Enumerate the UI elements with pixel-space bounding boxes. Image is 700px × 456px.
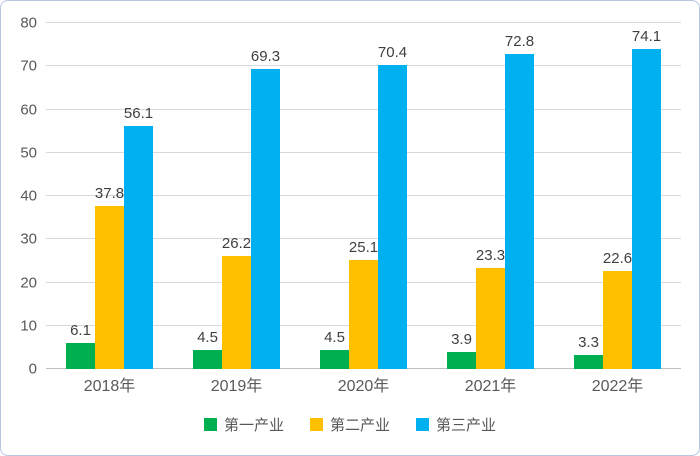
x-tick-label: 2021年 xyxy=(464,378,517,395)
data-label: 70.4 xyxy=(377,43,408,61)
y-tick-label: 50 xyxy=(20,144,37,162)
x-axis: 2018年 2019年 2020年 2021年 2022年 xyxy=(46,377,681,396)
bar-第二产业-2021年[interactable]: 23.3 xyxy=(476,248,505,369)
data-label: 56.1 xyxy=(123,105,154,123)
data-label: 74.1 xyxy=(631,27,662,45)
y-tick-label: 30 xyxy=(20,230,37,248)
gridline xyxy=(46,108,681,110)
y-tick-label: 20 xyxy=(20,274,37,291)
x-tick-label: 2019年 xyxy=(210,378,263,395)
data-label: 25.1 xyxy=(348,239,379,257)
bar-第一产业-2022年[interactable]: 3.3 xyxy=(574,335,603,369)
y-tick-label: 70 xyxy=(20,57,37,75)
data-label: 4.5 xyxy=(324,328,345,346)
x-tick-label: 2018年 xyxy=(83,378,136,395)
y-tick-label: 10 xyxy=(20,317,37,335)
legend: 第一产业 第二产业 第三产业 xyxy=(1,414,699,435)
legend-label: 第一产业 xyxy=(223,417,284,434)
y-tick-label: 0 xyxy=(28,360,37,378)
gridline xyxy=(46,65,681,67)
bar-第一产业-2021年[interactable]: 3.9 xyxy=(447,332,476,369)
legend-swatch-icon xyxy=(416,418,429,431)
bar-第三产业-2022年[interactable]: 74.1 xyxy=(632,29,661,369)
gridline xyxy=(46,195,681,196)
bar-第二产业-2019年[interactable]: 26.2 xyxy=(222,236,251,369)
legend-item-第一产业[interactable]: 第一产业 xyxy=(203,414,284,435)
bar-group-2019年: 4.5 26.2 69.3 xyxy=(173,23,300,369)
bar-第一产业-2020年[interactable]: 4.5 xyxy=(320,330,349,369)
legend-item-第二产业[interactable]: 第二产业 xyxy=(309,414,390,435)
bar-第三产业-2019年[interactable]: 69.3 xyxy=(251,49,280,369)
y-axis: 0 10 20 30 40 50 60 70 80 xyxy=(1,16,37,377)
data-label: 26.2 xyxy=(221,234,252,252)
legend-item-第三产业[interactable]: 第三产业 xyxy=(416,414,496,435)
data-label: 23.3 xyxy=(475,247,506,265)
bar-groups: 6.1 37.8 56.1 4.5 26.2 69.3 4.5 25.1 70.4 3.9 23.3… xyxy=(46,23,681,369)
bar-第二产业-2020年[interactable]: 25.1 xyxy=(349,240,378,369)
gridline xyxy=(46,22,681,23)
y-tick-label: 80 xyxy=(20,14,37,32)
data-label: 22.6 xyxy=(602,250,633,268)
bar-group-2021年: 3.9 23.3 72.8 xyxy=(427,23,554,369)
data-label: 4.5 xyxy=(197,328,218,346)
plot-area: 0 10 20 30 40 50 60 70 80 6.1 37.8 56.1 4.5 26.2 69.3… xyxy=(20,16,681,377)
data-label: 6.1 xyxy=(70,321,91,339)
data-label: 37.8 xyxy=(94,184,125,202)
data-label: 3.9 xyxy=(451,331,472,349)
bar-group-2018年: 6.1 37.8 56.1 xyxy=(46,23,173,369)
bar-第一产业-2018年[interactable]: 6.1 xyxy=(66,323,95,369)
x-tick-label: 2022年 xyxy=(591,378,644,395)
data-label: 69.3 xyxy=(250,48,281,66)
x-tick-label: 2020年 xyxy=(337,378,390,395)
bar-第二产业-2018年[interactable]: 37.8 xyxy=(95,186,124,369)
data-label: 72.8 xyxy=(504,33,535,51)
legend-label: 第三产业 xyxy=(436,417,497,434)
y-tick-label: 40 xyxy=(20,187,37,205)
legend-swatch-icon xyxy=(203,418,217,431)
gridline xyxy=(46,238,681,240)
gridline xyxy=(46,151,681,153)
y-tick-label: 60 xyxy=(20,101,37,118)
bar-第二产业-2022年[interactable]: 22.6 xyxy=(603,251,632,369)
data-label: 3.3 xyxy=(578,333,599,351)
bar-group-2020年: 4.5 25.1 70.4 xyxy=(300,23,427,369)
legend-swatch-icon xyxy=(309,418,323,431)
bar-第三产业-2020年[interactable]: 70.4 xyxy=(378,45,407,369)
bar-group-2022年: 3.3 22.6 74.1 xyxy=(554,23,681,369)
bar-第一产业-2019年[interactable]: 4.5 xyxy=(193,330,222,369)
bar-第三产业-2021年[interactable]: 72.8 xyxy=(505,34,534,369)
legend-label: 第二产业 xyxy=(329,417,390,434)
bar-第三产业-2018年[interactable]: 56.1 xyxy=(124,106,153,369)
